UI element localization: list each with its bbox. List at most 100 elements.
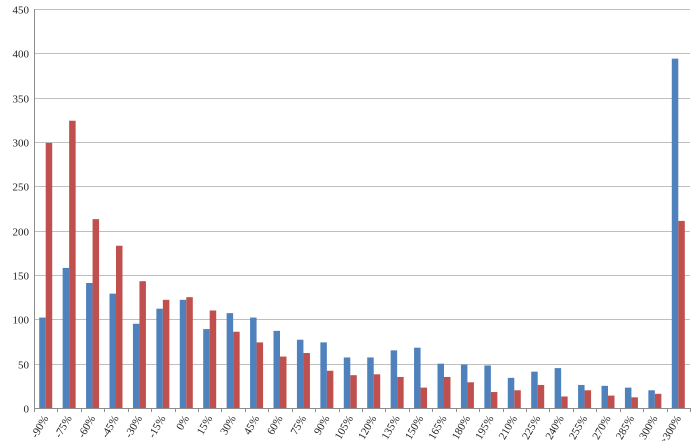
bar-series1-15 [390, 350, 398, 408]
bar-series1-21 [531, 371, 538, 408]
x-tick-label: -60% [76, 413, 98, 440]
bar-series1-9 [250, 317, 257, 408]
bar-series1-16 [414, 347, 421, 408]
x-tick-label: >300% [658, 414, 684, 441]
bar-series1-6 [179, 299, 187, 408]
x-tick-label: 45% [242, 413, 262, 436]
y-tick-label: 250 [13, 182, 30, 194]
bar-series2-17 [444, 376, 451, 408]
bar-series2-18 [467, 382, 474, 408]
bar-series2-2 [92, 219, 100, 408]
x-tick-label: -45% [99, 414, 121, 441]
x-tick-label: 150% [403, 413, 426, 441]
bar-series2-7 [209, 310, 217, 408]
x-tick-label: 75% [289, 414, 309, 437]
bar-series2-14 [373, 374, 381, 408]
bar-series2-27 [678, 220, 685, 408]
bar-series2-24 [608, 395, 615, 408]
axes [34, 9, 691, 412]
bar-series1-27 [671, 58, 679, 409]
bar-series2-6 [186, 297, 193, 408]
bar-series1-23 [578, 384, 585, 408]
x-tick-label: 60% [265, 414, 285, 437]
bar-series1-11 [296, 339, 304, 408]
x-tick-label: 15% [195, 413, 215, 436]
gridlines [34, 9, 690, 365]
bar-series1-22 [554, 368, 562, 408]
bar-series2-10 [280, 356, 287, 408]
bar-series2-22 [561, 396, 568, 408]
bar-series1-26 [648, 390, 655, 408]
y-axis-tick-labels: 0 50 100 150 200 250 300 350 400 450 [13, 5, 30, 416]
bar-series1-8 [226, 313, 234, 408]
y-tick-label: 400 [13, 49, 30, 61]
x-tick-label: -90% [29, 413, 51, 440]
bar-series2-11 [303, 353, 310, 408]
x-tick-label: 270% [590, 414, 613, 441]
bar-series1-2 [86, 282, 93, 408]
x-tick-label: 255% [567, 413, 590, 441]
x-tick-label: 285% [614, 414, 637, 441]
bar-series1-18 [460, 364, 468, 408]
x-tick-label: 225% [520, 413, 543, 441]
bar-series2-15 [397, 376, 404, 408]
x-tick-label: 180% [450, 414, 473, 441]
bar-series1-1 [62, 267, 70, 408]
bar-series1-5 [156, 308, 163, 408]
bar-series2-4 [139, 281, 146, 408]
x-tick-label: 30% [218, 413, 238, 436]
x-tick-label: 105% [333, 414, 356, 441]
x-tick-label: -15% [146, 414, 168, 441]
bar-series1-0 [39, 317, 46, 408]
y-tick-label: 0 [24, 404, 30, 416]
bar-series [39, 58, 685, 409]
bar-series2-9 [256, 342, 264, 408]
y-tick-label: 300 [13, 138, 30, 150]
bar-series1-19 [484, 365, 491, 408]
bar-series2-23 [584, 390, 592, 408]
x-tick-label: 300% [637, 414, 660, 441]
x-tick-label: -75% [52, 413, 74, 440]
bar-series2-1 [69, 120, 76, 408]
x-tick-label: 195% [473, 414, 496, 441]
bar-series1-4 [132, 323, 140, 408]
x-tick-label: 165% [426, 414, 449, 441]
bar-series1-10 [273, 330, 280, 408]
bar-series1-7 [203, 329, 210, 408]
bar-series2-26 [654, 393, 662, 408]
x-tick-label: 210% [497, 414, 520, 441]
bar-series1-25 [624, 387, 632, 408]
x-tick-label: 240% [544, 413, 567, 441]
bar-series1-20 [507, 377, 515, 408]
x-axis-tick-labels: -90% -75% -60% -45% -30% -15% 0% 15% 30% 45% 60% 75… [29, 413, 684, 441]
bar-series2-21 [537, 384, 545, 408]
x-tick-label: 135% [380, 413, 403, 441]
bar-series2-8 [233, 331, 240, 408]
bar-series2-16 [420, 387, 428, 408]
bar-series2-19 [490, 392, 498, 408]
x-tick-label: 90% [312, 414, 332, 437]
x-tick-label: 120% [356, 413, 379, 441]
bar-series1-24 [601, 385, 608, 408]
x-tick-label: 0% [174, 414, 192, 433]
y-tick-label: 450 [13, 5, 30, 17]
bar-series2-12 [326, 370, 334, 408]
bar-series1-13 [343, 357, 351, 408]
bar-series1-12 [320, 342, 327, 408]
bar-series2-20 [514, 390, 521, 408]
bar-series2-0 [45, 142, 53, 408]
y-tick-label: 200 [13, 227, 30, 239]
y-tick-label: 150 [13, 271, 30, 283]
bar-series2-5 [162, 299, 170, 408]
y-tick-label: 50 [18, 360, 30, 372]
x-tick-label: -30% [123, 414, 145, 441]
bar-series2-13 [350, 375, 357, 408]
bar-series2-25 [631, 397, 638, 408]
y-tick-label: 350 [13, 94, 30, 106]
y-tick-label: 100 [13, 315, 30, 327]
bar-series1-3 [109, 293, 116, 408]
bar-series1-17 [437, 363, 444, 408]
bar-series1-14 [367, 357, 374, 408]
bar-series2-3 [116, 245, 123, 408]
